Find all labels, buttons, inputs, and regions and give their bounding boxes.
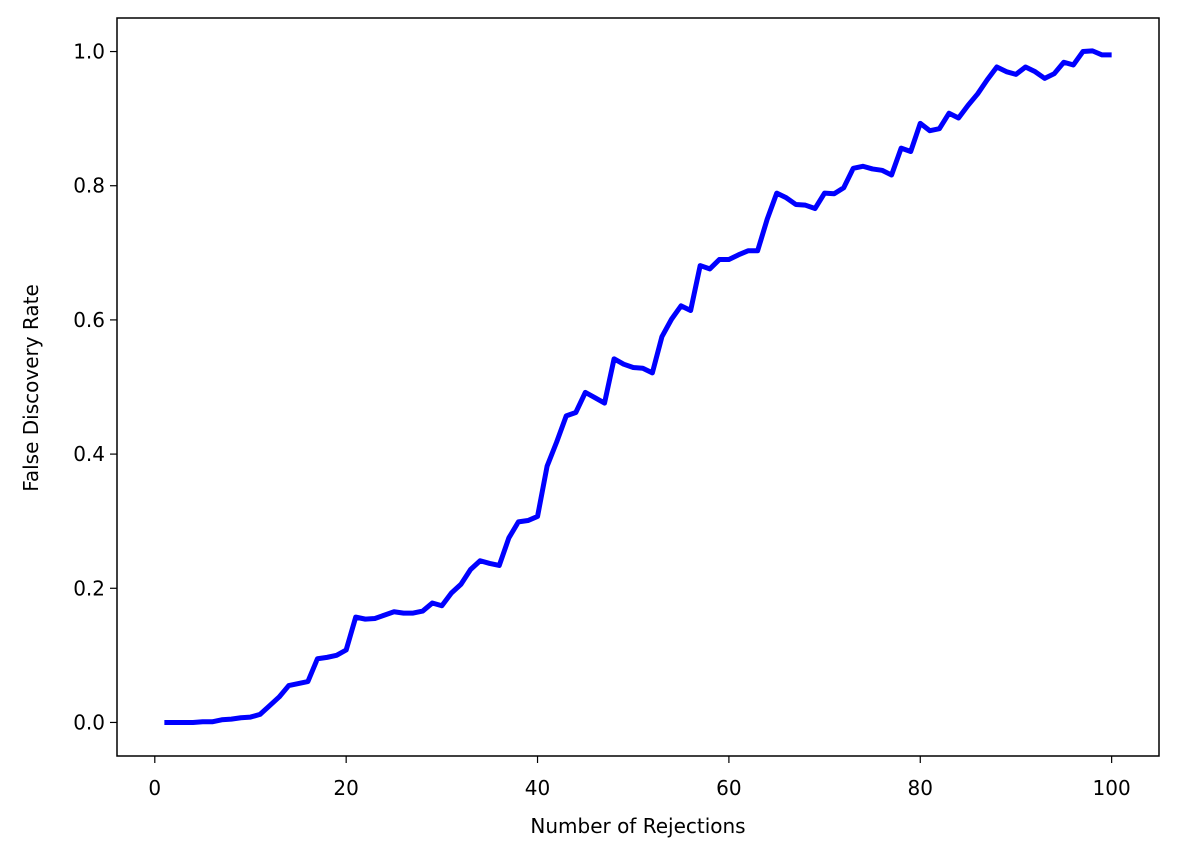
plot-frame: [116, 17, 1160, 757]
x-tick-label: 100: [1093, 776, 1131, 800]
x-tick-label: 0: [148, 776, 161, 800]
x-axis-label: Number of Rejections: [530, 814, 745, 838]
y-tick-label: 0.0: [73, 710, 105, 734]
y-axis-label: False Discovery Rate: [19, 284, 43, 492]
y-tick-label: 1.0: [73, 40, 105, 64]
y-tick-label: 0.4: [73, 442, 105, 466]
x-tick-label: 40: [525, 776, 550, 800]
x-tick-label: 60: [716, 776, 741, 800]
y-tick-label: 0.6: [73, 308, 105, 332]
x-tick-label: 20: [333, 776, 358, 800]
y-tick-label: 0.8: [73, 174, 105, 198]
x-tick-label: 80: [908, 776, 933, 800]
y-tick-label: 0.2: [73, 576, 105, 600]
data-line: [164, 48, 1112, 725]
